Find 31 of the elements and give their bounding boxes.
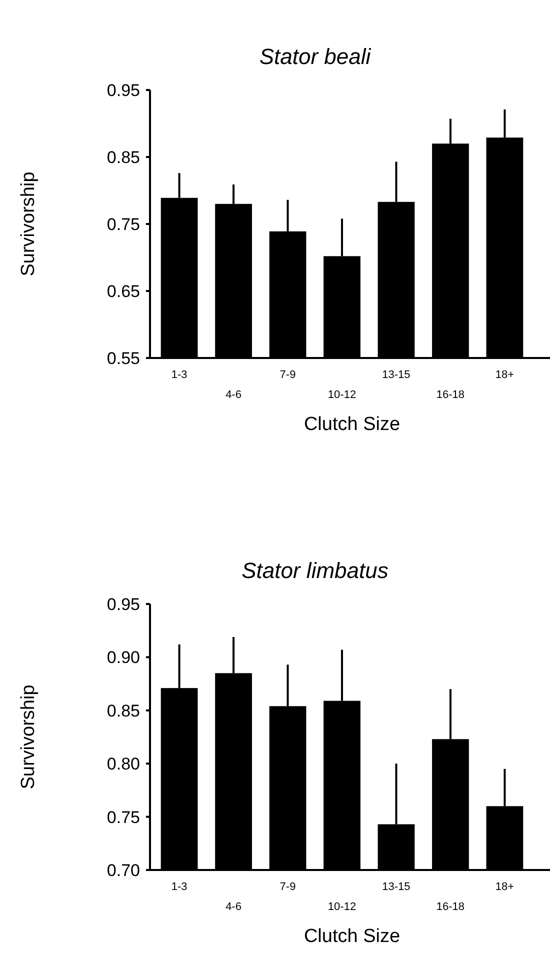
x-tick-label: 16-18 xyxy=(436,389,465,401)
y-tick-label: 0.80 xyxy=(106,754,140,774)
x-tick-label: 18+ xyxy=(495,881,514,893)
x-tick-label: 13-15 xyxy=(382,369,410,381)
y-tick-label: 0.85 xyxy=(106,701,140,720)
x-tick-label: 1-3 xyxy=(171,881,188,893)
y-tick-label: 0.75 xyxy=(106,214,140,234)
x-tick-label: 10-12 xyxy=(328,901,356,913)
y-tick-label: 0.95 xyxy=(106,594,140,614)
y-tick-label: 0.65 xyxy=(106,282,140,301)
x-axis-title: Clutch Size xyxy=(304,414,400,435)
x-axis-title: Clutch Size xyxy=(304,926,400,947)
x-tick-label: 13-15 xyxy=(382,881,410,893)
x-tick-label: 10-12 xyxy=(328,389,356,401)
x-tick-label: 18+ xyxy=(495,369,514,381)
x-tick-label: 7-9 xyxy=(280,881,296,893)
chart-title: Stator limbatus xyxy=(242,558,388,583)
y-axis-title: Survivorship xyxy=(18,172,39,276)
y-tick-label: 0.85 xyxy=(106,148,140,167)
x-tick-label: 4-6 xyxy=(226,901,242,913)
y-tick-label: 0.75 xyxy=(106,808,140,827)
x-tick-label: 7-9 xyxy=(280,369,296,381)
y-tick-label: 0.70 xyxy=(106,860,140,880)
x-tick-label: 16-18 xyxy=(436,901,465,913)
y-axis-title: Survivorship xyxy=(18,684,39,790)
x-tick-label: 4-6 xyxy=(226,389,242,401)
chart-title: Stator beali xyxy=(259,44,372,69)
x-tick-label: 1-3 xyxy=(171,369,188,381)
y-tick-label: 0.95 xyxy=(106,80,140,100)
y-tick-label: 0.55 xyxy=(106,348,140,368)
y-tick-label: 0.90 xyxy=(106,648,140,668)
